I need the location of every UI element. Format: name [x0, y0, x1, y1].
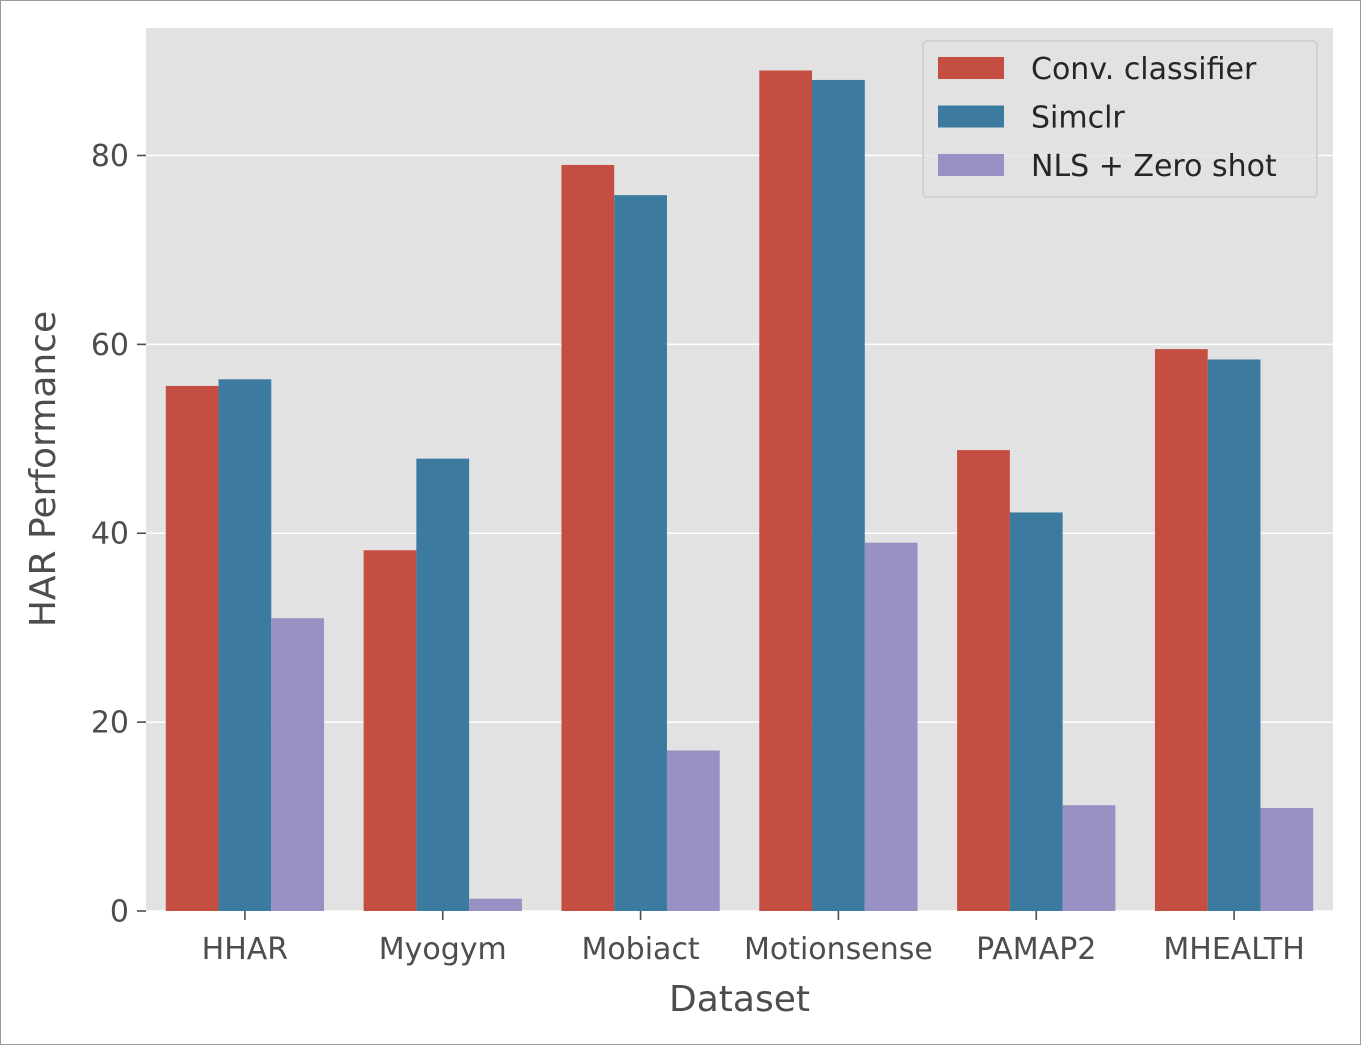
y-tick-label: 60: [91, 328, 129, 363]
grid-lines: [146, 154, 1333, 912]
bar-simclr-myogym: [416, 458, 470, 911]
x-axis: HHAR Myogym Mobiact Motionsense PAMAP2 MHEALT…: [202, 911, 1305, 967]
bar-nls-zero-shot-myogym: [469, 898, 522, 911]
x-tick-label: PAMAP2: [976, 932, 1096, 967]
bar-nls-zero-shot-pamap2: [1062, 805, 1116, 911]
y-axis-label: HAR Performance: [23, 311, 64, 627]
x-axis-label: Dataset: [669, 979, 810, 1020]
x-tick-label: Motionsense: [744, 932, 933, 967]
x-tick-label: Mobiact: [581, 932, 699, 967]
bar-nls-zero-shot-mobiact: [666, 750, 720, 911]
bar-conv-classifier-hhar: [165, 385, 219, 911]
bar-simclr-mhealth: [1207, 359, 1261, 912]
bars: [165, 70, 1314, 912]
bar-conv-classifier-mhealth: [1154, 349, 1208, 911]
x-tick-label: MHEALTH: [1163, 932, 1304, 967]
bar-conv-classifier-myogym: [363, 550, 417, 911]
x-tick-label: HHAR: [202, 932, 288, 967]
y-axis: 0 20 40 60 80: [91, 139, 146, 930]
bar-conv-classifier-motionsense: [759, 70, 813, 912]
legend: Conv. classifier Simclr NLS + Zero shot: [922, 40, 1318, 198]
legend-swatch: [938, 105, 1004, 128]
y-tick-label: 0: [110, 895, 129, 930]
legend-items: Conv. classifier Simclr NLS + Zero shot: [938, 52, 1277, 184]
legend-label: Simclr: [1031, 101, 1125, 136]
legend-swatch: [938, 57, 1004, 79]
bar-nls-zero-shot-hhar: [271, 618, 325, 911]
y-tick-label: 80: [91, 139, 129, 174]
bar-nls-zero-shot-motionsense: [864, 542, 918, 911]
legend-label: Conv. classifier: [1031, 52, 1257, 87]
bar-simclr-motionsense: [812, 79, 865, 912]
y-tick-label: 40: [91, 517, 129, 552]
bar-simclr-pamap2: [1009, 512, 1063, 911]
bar-nls-zero-shot-mhealth: [1260, 808, 1314, 911]
legend-label: NLS + Zero shot: [1031, 149, 1277, 184]
x-tick-label: Myogym: [379, 932, 507, 967]
bar-simclr-mobiact: [614, 195, 667, 912]
bar-simclr-hhar: [218, 379, 272, 911]
bar-conv-classifier-mobiact: [561, 164, 615, 912]
y-tick-label: 20: [91, 706, 129, 741]
bar-conv-classifier-pamap2: [957, 450, 1010, 911]
legend-box: [922, 40, 1318, 198]
legend-swatch: [938, 154, 1004, 176]
